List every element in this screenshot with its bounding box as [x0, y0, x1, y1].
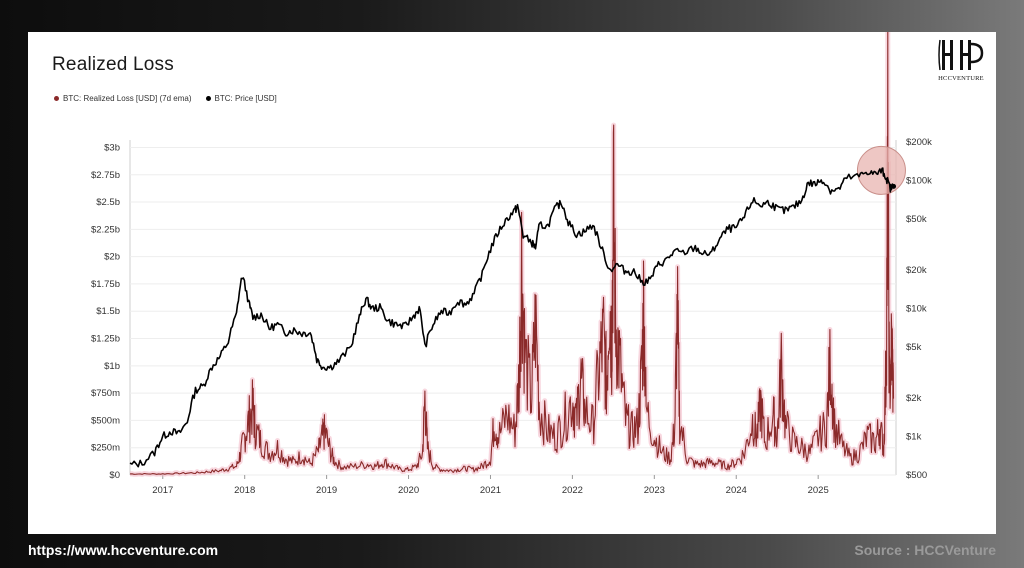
left-tick-label: $2b [104, 252, 120, 263]
right-tick-label: $500 [906, 470, 927, 481]
left-tick-label: $1b [104, 361, 120, 372]
chart-title: Realized Loss [52, 54, 174, 75]
left-tick-label: $1.25b [91, 334, 120, 345]
left-tick-label: $2.5b [96, 197, 120, 208]
right-tick-label: $1k [906, 431, 922, 442]
legend-item-price[interactable]: BTC: Price [USD] [205, 94, 277, 103]
x-tick-label: 2022 [562, 485, 583, 496]
right-tick-label: $50k [906, 214, 927, 225]
right-tick-label: $20k [906, 265, 927, 276]
right-tick-label: $200k [906, 137, 932, 148]
right-tick-label: $5k [906, 342, 922, 353]
logo-text: HCCVENTURE [938, 75, 984, 82]
right-tick-label: $2k [906, 393, 922, 404]
left-tick-label: $750m [91, 388, 120, 399]
chart-plot-area: $0 $250m $500m $750m $1b $1.25b $1.5b $1.75b $2b… [91, 32, 932, 496]
x-tick-label: 2021 [480, 485, 501, 496]
left-tick-label: $1.75b [91, 279, 120, 290]
x-tick-label: 2020 [398, 485, 419, 496]
left-tick-label: $1.5b [96, 306, 120, 317]
right-axis-ticks: $500 $1k $2k $5k $10k $20k $50k $100k $200k [906, 137, 932, 481]
left-tick-label: $2.25b [91, 224, 120, 235]
hccventure-logo: HCCVENTURE [932, 38, 990, 84]
legend-label-price: BTC: Price [USD] [214, 94, 277, 103]
x-tick-label: 2024 [726, 485, 747, 496]
left-tick-label: $500m [91, 415, 120, 426]
x-tick-label: 2025 [808, 485, 829, 496]
realized-loss-line [129, 32, 895, 475]
left-axis-ticks: $0 $250m $500m $750m $1b $1.25b $1.5b $1.75b $2b… [91, 142, 120, 481]
chart-card: Realized Loss BTC: Realized Loss [USD] (… [28, 32, 996, 534]
website-link[interactable]: https://www.hccventure.com [28, 542, 219, 558]
source-label: Source : HCCVenture [854, 542, 996, 558]
x-tick-label: 2023 [644, 485, 665, 496]
legend-item-realized-loss[interactable]: BTC: Realized Loss [USD] (7d ema) [54, 94, 192, 103]
x-tick-label: 2017 [152, 485, 173, 496]
x-axis-ticks: 2017 2018 2019 2020 2021 2022 2023 2024 2025 [152, 475, 829, 496]
x-tick-label: 2018 [234, 485, 255, 496]
x-tick-label: 2019 [316, 485, 337, 496]
legend-swatch-realized-loss [54, 96, 59, 101]
left-tick-label: $0 [109, 470, 120, 481]
left-tick-label: $2.75b [91, 170, 120, 181]
chart-legend: BTC: Realized Loss [USD] (7d ema) BTC: P… [54, 94, 277, 103]
left-tick-label: $3b [104, 142, 120, 153]
logo-mark-icon [938, 39, 984, 71]
legend-label-realized-loss: BTC: Realized Loss [USD] (7d ema) [63, 94, 192, 103]
legend-swatch-price [205, 96, 211, 101]
price-line [129, 167, 894, 468]
price-end-marker [891, 183, 897, 189]
right-tick-label: $10k [906, 304, 927, 315]
right-tick-label: $100k [906, 176, 932, 187]
left-tick-label: $250m [91, 443, 120, 454]
